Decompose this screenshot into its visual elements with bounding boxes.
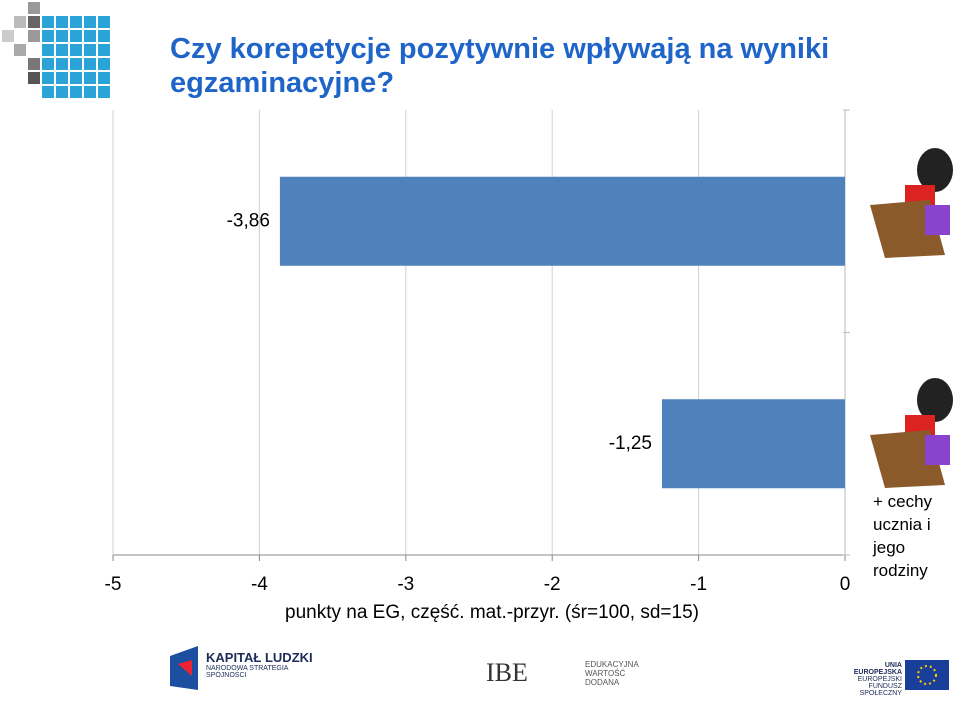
value-label: -1,25: [609, 433, 652, 454]
clipart: [870, 148, 953, 488]
bar: [279, 176, 845, 266]
bar: [662, 399, 845, 489]
x-tick-label: -1: [690, 574, 707, 595]
chart-title: Czy korepetycje pozytywnie wpływają na w…: [170, 33, 830, 99]
logo-text: KAPITAŁ LUDZKI: [206, 650, 313, 665]
x-axis-label: punkty na EG, część. mat.-przyr. (śr=100…: [285, 602, 699, 623]
x-tick-label: -3: [397, 574, 414, 595]
logo-kapital: KAPITAŁ LUDZKI NARODOWA STRATEGIA SPÓJNO…: [170, 646, 326, 690]
x-tick-label: -4: [251, 574, 268, 595]
logo-icon: [170, 646, 198, 690]
logo-ibe-sub: EDUKACYJNA WARTOŚĆ DODANA: [585, 660, 645, 687]
logo-ue: UNIA EUROPEJSKA EUROPEJSKI FUNDUSZ SPOŁE…: [836, 662, 902, 697]
value-label: -3,86: [227, 210, 270, 231]
logo-text: IBE: [486, 658, 528, 687]
category-label: + cechy ucznia i jego rodziny: [873, 492, 933, 580]
logo-text: UNIA EUROPEJSKA: [853, 662, 902, 676]
x-tick-label: 0: [840, 574, 851, 595]
logo-ibe: IBE: [486, 658, 528, 688]
logo-subtext: NARODOWA STRATEGIA SPÓJNOŚCI: [206, 665, 289, 679]
eu-flag: [905, 660, 949, 690]
corner-logo: [2, 2, 110, 98]
logo-subtext: EUROPEJSKI FUNDUSZ SPOŁECZNY: [857, 676, 902, 697]
x-tick-label: -2: [544, 574, 561, 595]
x-tick-label: -5: [105, 574, 122, 595]
logo-subtext: EDUKACYJNA WARTOŚĆ DODANA: [585, 660, 639, 687]
